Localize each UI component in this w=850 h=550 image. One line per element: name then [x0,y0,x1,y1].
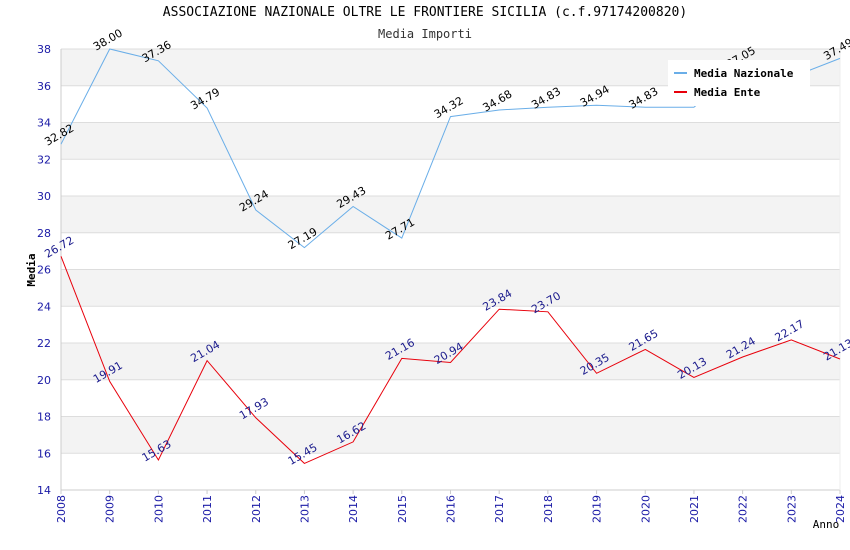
x-tick-label: 2011 [201,495,214,523]
y-tick-label: 28 [37,227,51,240]
x-tick-label: 2021 [688,495,701,523]
legend-entry: Media Nazionale [694,67,794,80]
x-tick-label: 2020 [639,495,652,523]
y-tick-label: 26 [37,264,51,277]
x-tick-label: 2019 [591,495,604,523]
x-tick-label: 2009 [104,495,117,523]
y-tick-label: 24 [37,300,51,313]
data-label: 34.79 [188,85,222,112]
x-tick-label: 2023 [785,495,798,523]
x-tick-label: 2016 [445,495,458,523]
y-tick-label: 30 [37,190,51,203]
x-tick-label: 2017 [493,495,506,523]
x-tick-label: 2013 [298,495,311,523]
grid-band [61,269,840,307]
y-tick-label: 22 [37,337,51,350]
y-tick-label: 38 [37,43,51,56]
x-tick-label: 2018 [542,495,555,523]
y-axis-label: Media [25,253,38,286]
legend-entry: Media Ente [694,86,761,99]
x-tick-label: 2014 [347,495,360,523]
y-tick-label: 20 [37,374,51,387]
y-axis-ticks: 14 16 18 20 22 24 26 28 30 32 34 36 38 [37,43,51,497]
x-tick-label: 2008 [55,495,68,523]
x-tick-label: 2010 [152,495,165,523]
grid-band [61,122,840,160]
x-tick-label: 2012 [250,495,263,523]
legend: Media Nazionale Media Ente [668,60,810,106]
y-tick-label: 14 [37,484,51,497]
grid-band [61,343,840,380]
grid-band [61,416,840,454]
x-tick-label: 2024 [834,495,847,523]
y-tick-label: 36 [37,80,51,93]
x-tick-label: 2022 [737,495,750,523]
x-axis-ticks: 2008 2009 2010 2011 2012 2013 2014 2015 2016 2017… [55,490,847,523]
y-tick-label: 18 [37,411,51,424]
series-line-2 [60,256,841,464]
chart-title: ASSOCIAZIONE NAZIONALE OLTRE LE FRONTIER… [162,5,688,20]
grid-bands [61,49,840,454]
grid-band [61,196,840,233]
y-tick-label: 34 [37,117,51,130]
y-tick-label: 32 [37,153,51,166]
chart-subtitle: Media Importi [378,27,472,41]
data-label: 34.32 [432,94,466,121]
y-tick-label: 16 [37,447,51,460]
x-axis-label: Anno [813,518,840,531]
x-tick-label: 2015 [396,495,409,523]
legend-background [668,60,810,106]
